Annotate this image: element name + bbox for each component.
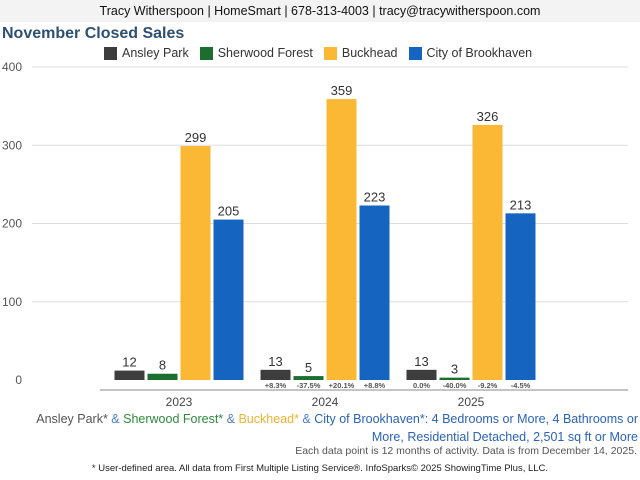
bar <box>180 146 211 380</box>
value-label: 223 <box>364 190 386 205</box>
contact-text: Tracy Witherspoon | HomeSmart | 678-313-… <box>99 4 541 18</box>
area-names: Ansley Park* & Sherwood Forest* & Buckhe… <box>36 412 424 426</box>
value-label: 12 <box>122 355 136 370</box>
bar <box>326 99 357 381</box>
change-label: +8.3% <box>265 381 287 390</box>
area-name-part: Ansley Park* <box>36 412 108 426</box>
criteria-text: : 4 Bedrooms or More, 4 Bathrooms or Mor… <box>371 412 638 444</box>
area-name-part: & <box>223 412 239 426</box>
data-note: Each data point is 12 months of activity… <box>295 445 637 457</box>
legend-swatch <box>199 46 213 60</box>
area-name-part: Buckhead* <box>238 412 299 426</box>
value-label: 299 <box>185 130 207 145</box>
value-label: 8 <box>159 358 166 373</box>
bar <box>359 205 390 380</box>
bar <box>260 369 291 380</box>
legend-swatch <box>408 46 422 60</box>
bar <box>406 369 437 380</box>
legend-label: Sherwood Forest <box>217 46 313 60</box>
value-label: 5 <box>305 360 312 375</box>
legend-swatch <box>104 46 117 60</box>
area-name-part: & <box>298 412 315 426</box>
bar <box>293 376 324 380</box>
x-tick-label: 2024 <box>312 395 339 409</box>
bar <box>505 213 536 380</box>
chart-title: November Closed Sales <box>2 25 185 42</box>
credit-line: * User-defined area. All data from First… <box>91 463 549 474</box>
change-label: 0.0% <box>413 381 430 390</box>
bar <box>472 124 503 380</box>
change-label: +20.1% <box>329 381 355 390</box>
bar <box>213 219 244 380</box>
value-label: 205 <box>218 204 240 219</box>
bar-chart: 0 100 200 300 400 12 8 299 205 2023 13 +8.3% 5 -37.5%… <box>2 60 628 409</box>
legend-label: Buckhead <box>341 46 398 60</box>
value-label: 3 <box>451 362 458 377</box>
bar <box>439 377 470 380</box>
legend-label: City of Brookhaven <box>426 46 533 60</box>
legend-item: City of Brookhaven <box>408 46 533 60</box>
area-name-part: & <box>107 412 124 426</box>
bar <box>147 373 178 380</box>
area-criteria-description: Ansley Park* & Sherwood Forest* & Buckhe… <box>18 410 638 446</box>
y-tick-label: 300 <box>2 138 22 152</box>
value-label: 213 <box>510 197 532 212</box>
change-label: +8.8% <box>364 381 386 390</box>
change-label: -40.0% <box>443 381 467 390</box>
change-label: -9.2% <box>478 381 498 390</box>
area-name-part: City of Brookhaven* <box>314 412 425 426</box>
value-label: 13 <box>414 354 428 369</box>
area-name-part: Sherwood Forest* <box>123 412 224 426</box>
change-label: -4.5% <box>511 381 531 390</box>
legend-item: Ansley Park <box>104 46 189 60</box>
contact-bar: Tracy Witherspoon | HomeSmart | 678-313-… <box>0 0 640 22</box>
y-tick-label: 100 <box>2 295 22 309</box>
value-label: 13 <box>268 354 282 369</box>
y-tick-label: 200 <box>2 217 22 231</box>
legend-swatch <box>323 46 337 60</box>
value-label: 359 <box>331 83 353 98</box>
value-label: 326 <box>477 109 499 124</box>
x-tick-label: 2023 <box>166 395 193 409</box>
x-tick-label: 2025 <box>458 395 485 409</box>
y-tick-label: 400 <box>2 60 22 74</box>
change-label: -37.5% <box>297 381 321 390</box>
chart-legend: Ansley Park Sherwood Forest Buckhead City o… <box>104 44 543 62</box>
legend-item: Buckhead <box>323 46 398 60</box>
y-tick-label: 0 <box>15 373 22 387</box>
bar <box>114 370 145 380</box>
legend-label: Ansley Park <box>122 46 189 60</box>
legend-item: Sherwood Forest <box>199 46 313 60</box>
